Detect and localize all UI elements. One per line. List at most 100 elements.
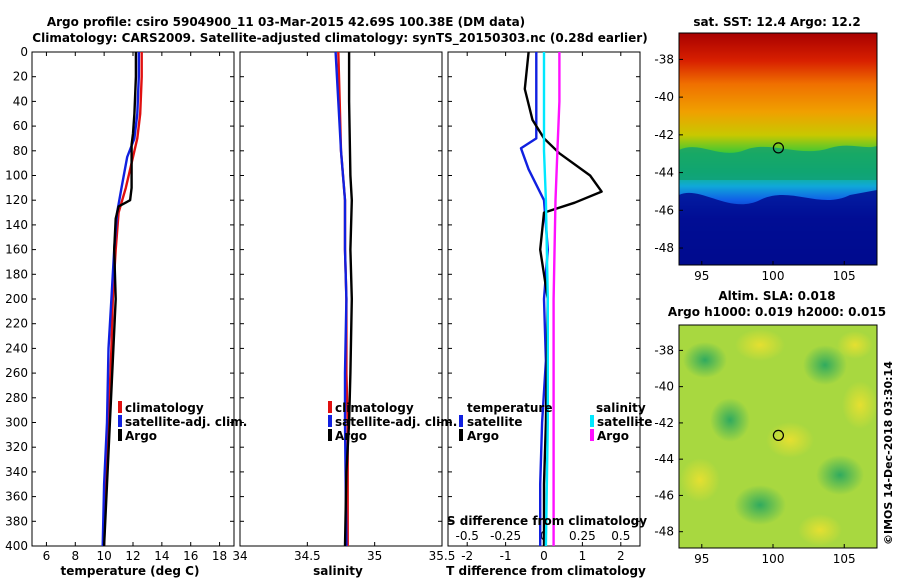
sla-eddy	[680, 458, 720, 502]
x-tick-label: 35	[367, 549, 382, 563]
x-tick-label: -1	[500, 549, 512, 563]
x-tick-label: 34	[232, 549, 247, 563]
y-tick-label: 180	[5, 267, 28, 281]
credit-text: ©IMOS 14-Dec-2018 03:30:14	[882, 361, 895, 545]
temperature-axes: 0 20 40 60 80 100 120 140 160 180 200 220 240 260 280 3…	[5, 45, 234, 563]
difference-axes: -2 -1 0 1 2-0.5 -0.25 0 0.25 0.5	[448, 51, 640, 563]
sla-eddy	[803, 345, 847, 385]
temperature-legend: climatology satellite-adj. clim. Argo	[118, 401, 247, 443]
y-tick-label: 360	[5, 490, 28, 504]
x-tick-label: 0	[540, 549, 548, 563]
x-tick-label: 34.5	[294, 549, 321, 563]
y-tick-label: 280	[5, 391, 28, 405]
sst-cold-water	[679, 190, 877, 265]
top-x-tick-label: -0.5	[455, 529, 478, 543]
x-tick-label: 1	[579, 549, 587, 563]
y-tick-label: 120	[5, 193, 28, 207]
legend-title-temperature: temperature	[467, 401, 552, 415]
salinity-legend: climatology satellite-adj. clim. Argo	[328, 401, 457, 443]
y-tick-label: 160	[5, 243, 28, 257]
legend-swatch-t-argo	[459, 429, 463, 441]
y-tick-label: 0	[20, 45, 28, 59]
series-line-t-argo	[523, 52, 603, 546]
y-tick-label: 300	[5, 416, 28, 430]
top-x-tick-label: 0.5	[611, 529, 630, 543]
series-line-s-argo	[552, 52, 561, 546]
sla-eddy	[683, 342, 727, 378]
difference-top-xlabel: S difference from climatology	[447, 514, 647, 528]
map-y-tick-label: -44	[654, 452, 674, 466]
sst-map-axes: 95 100 105 -38 -40 -42 -44 -46 -48	[654, 52, 855, 283]
series-line-argo	[343, 52, 353, 546]
y-tick-label: 40	[13, 94, 28, 108]
sst-title: sat. SST: 12.4 Argo: 12.2	[693, 15, 860, 29]
sla-title: Altim. SLA: 0.018	[718, 289, 835, 303]
sla-eddy	[766, 422, 814, 458]
sla-map-frame	[678, 324, 878, 549]
legend-label-s-argo: Argo	[597, 429, 629, 443]
y-tick-label: 260	[5, 366, 28, 380]
x-tick-label: 16	[183, 549, 198, 563]
sst-map-frame	[678, 32, 878, 266]
legend-label-satellite: satellite-adj. clim.	[335, 415, 457, 429]
map-y-tick-label: -46	[654, 488, 674, 502]
y-tick-label: 200	[5, 292, 28, 306]
legend-swatch-s-argo	[590, 429, 594, 441]
x-tick-label: 10	[97, 549, 112, 563]
y-tick-label: 220	[5, 317, 28, 331]
x-tick-label: 35.5	[429, 549, 456, 563]
map-y-tick-label: -44	[654, 166, 674, 180]
map-y-tick-label: -40	[654, 380, 674, 394]
legend-swatch-t-satellite	[459, 415, 463, 427]
top-x-tick-label: 0.25	[569, 529, 596, 543]
x-tick-label: 8	[71, 549, 79, 563]
series-line-argo	[102, 52, 138, 546]
series-line-climatology	[102, 52, 143, 546]
legend-title-salinity: salinity	[596, 401, 646, 415]
figure-title-line2: Climatology: CARS2009. Satellite-adjuste…	[32, 31, 647, 46]
sla-map-axes: 95 100 105 -38 -40 -42 -44 -46 -48	[654, 343, 855, 566]
difference-lines	[519, 52, 603, 546]
y-tick-label: 100	[5, 169, 28, 183]
legend-label-t-argo: Argo	[467, 429, 499, 443]
legend-swatch-satellite	[328, 415, 332, 427]
legend-swatch-argo	[118, 429, 122, 441]
temperature-xlabel: temperature (deg C)	[61, 564, 200, 578]
map-y-tick-label: -46	[654, 203, 674, 217]
legend-label-s-satellite: satellite	[597, 415, 652, 429]
sla-eddy	[734, 485, 786, 525]
legend-swatch-climatology	[118, 401, 122, 413]
legend-label-climatology: climatology	[125, 401, 204, 415]
sla-subtitle: Argo h1000: 0.019 h2000: 0.015	[668, 305, 886, 319]
y-tick-label: 320	[5, 440, 28, 454]
sst-map	[678, 32, 878, 266]
sla-eddy	[842, 381, 878, 429]
salinity-lines	[334, 52, 353, 546]
legend-swatch-satellite	[118, 415, 122, 427]
legend-label-t-satellite: satellite	[467, 415, 522, 429]
temperature-lines	[101, 52, 143, 546]
difference-xlabel: T difference from climatology	[446, 564, 646, 578]
y-tick-label: 380	[5, 514, 28, 528]
x-tick-label: 14	[154, 549, 169, 563]
map-y-tick-label: -48	[654, 241, 674, 255]
legend-label-climatology: climatology	[335, 401, 414, 415]
x-tick-label: -2	[461, 549, 473, 563]
legend-swatch-climatology	[328, 401, 332, 413]
legend-label-argo: Argo	[335, 429, 367, 443]
y-tick-label: 240	[5, 341, 28, 355]
map-x-tick-label: 100	[762, 552, 785, 566]
sst-front-band	[679, 145, 877, 180]
y-tick-label: 140	[5, 218, 28, 232]
map-x-tick-label: 105	[833, 269, 856, 283]
x-tick-label: 2	[617, 549, 625, 563]
sla-eddy	[710, 398, 750, 442]
map-x-tick-label: 95	[694, 552, 709, 566]
map-y-tick-label: -42	[654, 416, 674, 430]
figure-title-line1: Argo profile: csiro 5904900_11 03-Mar-20…	[47, 15, 525, 30]
map-y-tick-label: -38	[654, 343, 674, 357]
map-y-tick-label: -42	[654, 128, 674, 142]
y-tick-label: 80	[13, 144, 28, 158]
legend-swatch-s-satellite	[590, 415, 594, 427]
